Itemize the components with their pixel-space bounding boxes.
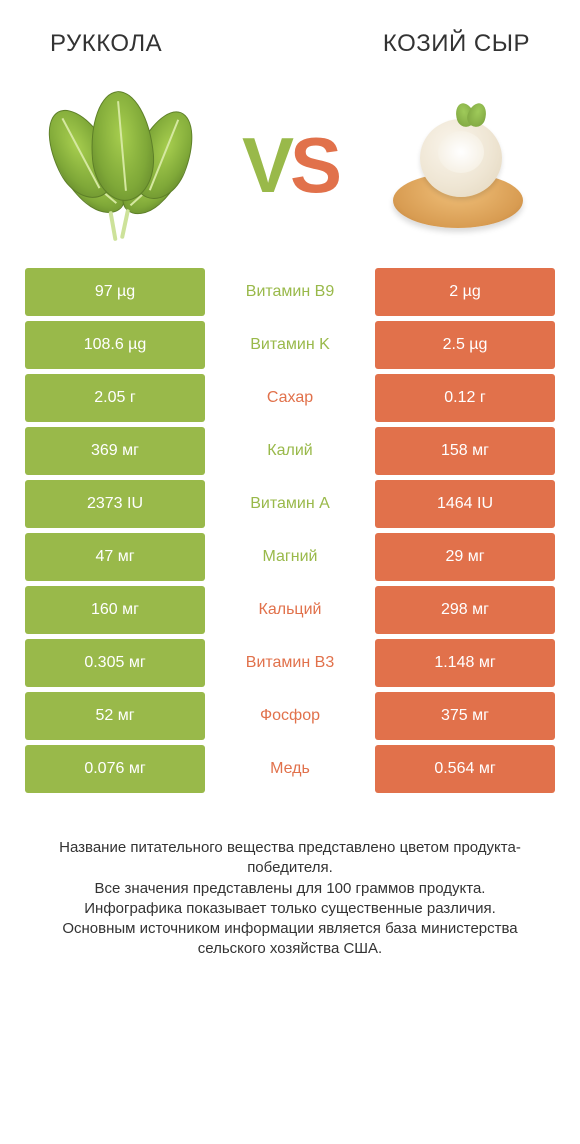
left-value-cell: 47 мг [25,533,205,581]
nutrient-label: Витамин B9 [205,268,375,316]
vs-badge: VS [242,120,338,211]
table-row: 47 мгМагний29 мг [25,533,555,581]
table-row: 108.6 µgВитамин K2.5 µg [25,321,555,369]
comparison-table: 97 µgВитамин B92 µg 108.6 µgВитамин K2.5 … [0,268,580,793]
right-value-cell: 375 мг [375,692,555,740]
right-value-cell: 2 µg [375,268,555,316]
left-value-cell: 0.305 мг [25,639,205,687]
vs-letter-v: V [242,121,290,209]
nutrient-label: Сахар [205,374,375,422]
nutrient-label: Медь [205,745,375,793]
left-value-cell: 108.6 µg [25,321,205,369]
footer-line: Инфографика показывает только существенн… [28,899,552,919]
table-row: 2373 IUВитамин A1464 IU [25,480,555,528]
left-value-cell: 369 мг [25,427,205,475]
nutrient-label: Кальций [205,586,375,634]
nutrient-label: Калий [205,427,375,475]
hero-row: VS [0,68,580,268]
header: РУККОЛА КОЗИЙ СЫР [0,0,580,68]
left-value-cell: 97 µg [25,268,205,316]
right-value-cell: 2.5 µg [375,321,555,369]
footer-line: Основным источником информации является … [28,919,552,960]
table-row: 52 мгФосфор375 мг [25,692,555,740]
left-value-cell: 2373 IU [25,480,205,528]
left-value-cell: 160 мг [25,586,205,634]
right-product-title: КОЗИЙ СЫР [383,30,530,58]
table-row: 0.076 мгМедь0.564 мг [25,745,555,793]
nutrient-label: Магний [205,533,375,581]
table-row: 2.05 гСахар0.12 г [25,374,555,422]
nutrient-label: Фосфор [205,692,375,740]
footer-line: Название питательного вещества представл… [28,838,552,879]
left-value-cell: 0.076 мг [25,745,205,793]
right-value-cell: 298 мг [375,586,555,634]
right-value-cell: 0.12 г [375,374,555,422]
table-row: 369 мгКалий158 мг [25,427,555,475]
nutrient-label: Витамин K [205,321,375,369]
nutrient-label: Витамин A [205,480,375,528]
right-value-cell: 1.148 мг [375,639,555,687]
right-value-cell: 158 мг [375,427,555,475]
goat-cheese-illustration [370,88,545,243]
nutrient-label: Витамин B3 [205,639,375,687]
footer-note: Название питательного вещества представл… [0,798,580,960]
vs-letter-s: S [290,121,338,209]
left-value-cell: 2.05 г [25,374,205,422]
left-value-cell: 52 мг [25,692,205,740]
table-row: 0.305 мгВитамин B31.148 мг [25,639,555,687]
table-row: 160 мгКальций298 мг [25,586,555,634]
arugula-illustration [35,88,210,243]
right-value-cell: 29 мг [375,533,555,581]
right-value-cell: 1464 IU [375,480,555,528]
left-product-title: РУККОЛА [50,30,162,58]
right-value-cell: 0.564 мг [375,745,555,793]
table-row: 97 µgВитамин B92 µg [25,268,555,316]
footer-line: Все значения представлены для 100 граммо… [28,879,552,899]
